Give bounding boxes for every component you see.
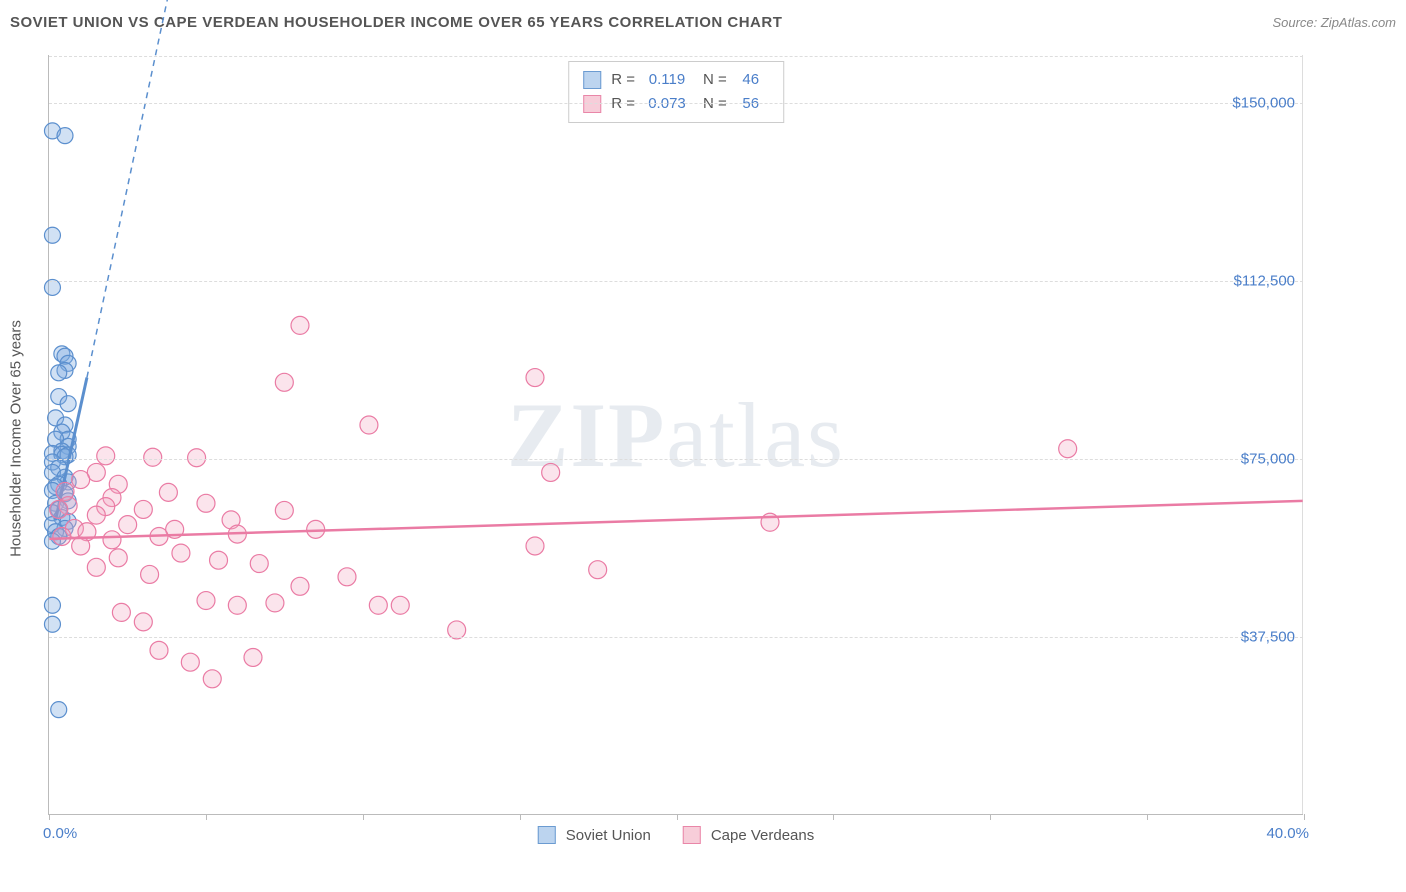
- legend-item-cape: Cape Verdeans: [683, 826, 814, 844]
- data-point-cape: [87, 506, 105, 524]
- r-label: R =: [611, 68, 635, 92]
- data-point-cape: [338, 568, 356, 586]
- data-point-cape: [291, 316, 309, 334]
- data-point-cape: [228, 596, 246, 614]
- legend-stat-row-cape: R = 0.073 N = 56: [583, 92, 769, 116]
- y-axis-label: Householder Income Over 65 years: [8, 320, 25, 557]
- xtick-mark: [1304, 814, 1305, 820]
- data-point-cape: [103, 531, 121, 549]
- data-point-soviet: [51, 365, 67, 381]
- data-point-cape: [119, 516, 137, 534]
- swatch-soviet: [583, 71, 601, 89]
- data-point-soviet: [60, 396, 76, 412]
- xtick-mark: [206, 814, 207, 820]
- legend-item-soviet: Soviet Union: [538, 826, 651, 844]
- xtick-mark: [363, 814, 364, 820]
- xtick-mark: [520, 814, 521, 820]
- data-point-cape: [526, 369, 544, 387]
- r-value-soviet: 0.119: [641, 68, 693, 92]
- gridline: [49, 103, 1303, 104]
- data-point-cape: [181, 653, 199, 671]
- gridline: [49, 56, 1303, 57]
- n-value-soviet: 46: [733, 68, 769, 92]
- data-point-cape: [197, 494, 215, 512]
- legend-stats: R = 0.119 N = 46 R = 0.073 N = 56: [568, 61, 784, 123]
- data-point-cape: [526, 537, 544, 555]
- data-point-cape: [159, 483, 177, 501]
- xtick-min: 0.0%: [43, 825, 77, 842]
- data-point-cape: [360, 416, 378, 434]
- data-point-cape: [369, 596, 387, 614]
- data-point-cape: [112, 603, 130, 621]
- r-value-cape: 0.073: [641, 92, 693, 116]
- swatch-soviet: [538, 826, 556, 844]
- n-label: N =: [703, 68, 727, 92]
- gridline: [49, 459, 1303, 460]
- data-point-cape: [144, 448, 162, 466]
- swatch-cape: [683, 826, 701, 844]
- data-point-cape: [275, 373, 293, 391]
- data-point-cape: [141, 565, 159, 583]
- xtick-mark: [49, 814, 50, 820]
- data-point-cape: [391, 596, 409, 614]
- data-point-cape: [203, 670, 221, 688]
- data-point-soviet: [44, 227, 60, 243]
- data-point-cape: [50, 500, 68, 518]
- data-point-cape: [53, 528, 71, 546]
- data-point-soviet: [44, 279, 60, 295]
- r-label: R =: [611, 92, 635, 116]
- source-label: Source: ZipAtlas.com: [1272, 15, 1396, 30]
- data-point-cape: [150, 641, 168, 659]
- data-point-soviet: [44, 616, 60, 632]
- data-point-soviet: [57, 128, 73, 144]
- legend-series: Soviet Union Cape Verdeans: [538, 826, 814, 844]
- data-point-cape: [244, 648, 262, 666]
- data-point-cape: [109, 549, 127, 567]
- data-point-cape: [72, 537, 90, 555]
- data-point-cape: [291, 577, 309, 595]
- data-point-cape: [542, 463, 560, 481]
- xtick-mark: [833, 814, 834, 820]
- data-point-cape: [134, 500, 152, 518]
- legend-stat-row-soviet: R = 0.119 N = 46: [583, 68, 769, 92]
- data-point-cape: [72, 471, 90, 489]
- legend-label-soviet: Soviet Union: [566, 827, 651, 844]
- n-value-cape: 56: [733, 92, 769, 116]
- data-point-cape: [134, 613, 152, 631]
- ytick-label: $37,500: [1241, 628, 1295, 645]
- chart-title: SOVIET UNION VS CAPE VERDEAN HOUSEHOLDER…: [10, 14, 782, 31]
- data-point-cape: [188, 449, 206, 467]
- ytick-label: $112,500: [1234, 272, 1295, 289]
- data-point-cape: [589, 561, 607, 579]
- data-point-cape: [210, 551, 228, 569]
- data-point-cape: [266, 594, 284, 612]
- data-point-cape: [172, 544, 190, 562]
- data-point-soviet: [51, 702, 67, 718]
- data-point-cape: [1059, 440, 1077, 458]
- xtick-mark: [677, 814, 678, 820]
- gridline: [49, 281, 1303, 282]
- ytick-label: $75,000: [1241, 450, 1295, 467]
- xtick-mark: [1147, 814, 1148, 820]
- plot-area: ZIPatlas R = 0.119N = 46R = 0.073N = 56 …: [48, 55, 1303, 815]
- swatch-cape: [583, 95, 601, 113]
- data-point-cape: [197, 592, 215, 610]
- data-point-cape: [97, 447, 115, 465]
- xtick-max: 40.0%: [1266, 825, 1309, 842]
- ytick-label: $150,000: [1232, 94, 1295, 111]
- data-point-soviet: [44, 597, 60, 613]
- data-point-cape: [250, 555, 268, 573]
- data-point-cape: [87, 558, 105, 576]
- legend-label-cape: Cape Verdeans: [711, 827, 814, 844]
- xtick-mark: [990, 814, 991, 820]
- data-point-cape: [275, 501, 293, 519]
- plot-svg: [49, 55, 1303, 814]
- n-label: N =: [703, 92, 727, 116]
- gridline: [49, 637, 1303, 638]
